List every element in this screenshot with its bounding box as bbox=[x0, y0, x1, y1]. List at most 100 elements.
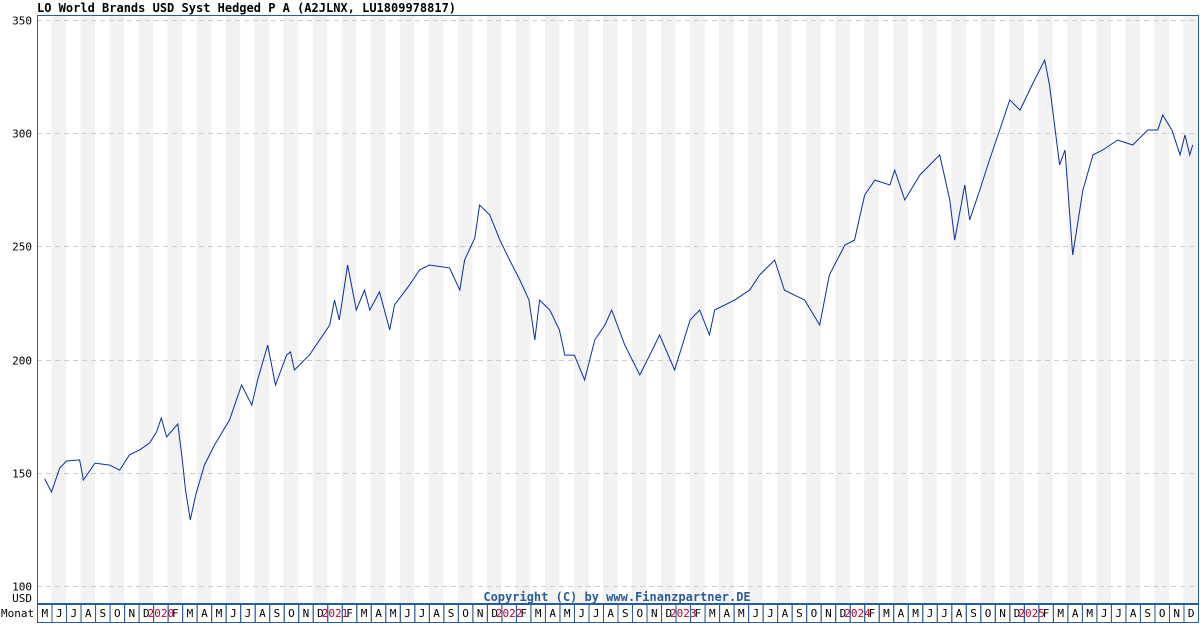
month-stripe bbox=[428, 15, 444, 603]
month-stripe bbox=[544, 15, 560, 603]
month-label: J bbox=[230, 607, 237, 620]
month-label: J bbox=[941, 607, 948, 620]
month-label: 2021 bbox=[322, 607, 349, 620]
month-stripe bbox=[602, 15, 618, 603]
month-label: M bbox=[709, 607, 716, 620]
month-label: F bbox=[1043, 607, 1050, 620]
month-label: 2025 bbox=[1018, 607, 1045, 620]
month-label: A bbox=[956, 607, 963, 620]
month-label: A bbox=[782, 607, 789, 620]
month-label: A bbox=[1130, 607, 1137, 620]
month-label: 2020 bbox=[148, 607, 175, 620]
month-stripe bbox=[109, 15, 125, 603]
month-label: M bbox=[535, 607, 542, 620]
month-stripe bbox=[1096, 15, 1111, 603]
month-stripe bbox=[254, 15, 270, 603]
month-label: A bbox=[724, 607, 731, 620]
month-label: A bbox=[607, 607, 614, 620]
month-stripes bbox=[51, 15, 1198, 603]
month-label: D bbox=[665, 607, 672, 620]
month-stripe bbox=[138, 15, 154, 603]
month-stripe bbox=[632, 15, 647, 603]
month-label: S bbox=[1144, 607, 1151, 620]
month-stripe bbox=[167, 15, 183, 603]
month-label: J bbox=[419, 607, 426, 620]
y-tick-label: 350 bbox=[12, 15, 32, 28]
month-label: J bbox=[927, 607, 934, 620]
month-label: N bbox=[651, 607, 658, 620]
month-label: O bbox=[288, 607, 295, 620]
month-label: O bbox=[114, 607, 121, 620]
y-tick-label: 300 bbox=[12, 128, 32, 141]
month-label: D bbox=[1188, 607, 1195, 620]
month-label: F bbox=[869, 607, 876, 620]
month-label: D bbox=[1014, 607, 1021, 620]
month-stripe bbox=[312, 15, 328, 603]
month-stripe bbox=[515, 15, 531, 603]
month-label: N bbox=[999, 607, 1006, 620]
month-label: A bbox=[85, 607, 92, 620]
y-tick-label: 100 bbox=[12, 581, 32, 594]
month-stripe bbox=[1183, 15, 1198, 603]
month-label: M bbox=[1086, 607, 1093, 620]
month-label: O bbox=[811, 607, 818, 620]
month-label: M bbox=[738, 607, 745, 620]
month-stripe bbox=[341, 15, 357, 603]
month-label: J bbox=[1115, 607, 1122, 620]
month-label: J bbox=[404, 607, 411, 620]
month-stripe bbox=[196, 15, 212, 603]
month-label: M bbox=[883, 607, 890, 620]
month-cell bbox=[1183, 604, 1200, 623]
month-label: A bbox=[1072, 607, 1079, 620]
month-stripe bbox=[748, 15, 763, 603]
month-label: A bbox=[898, 607, 905, 620]
month-stripe bbox=[1125, 15, 1140, 603]
month-label: N bbox=[1173, 607, 1180, 620]
month-stripe bbox=[806, 15, 821, 603]
month-stripe bbox=[690, 15, 705, 603]
month-label: M bbox=[564, 607, 571, 620]
grid-lines bbox=[37, 20, 1198, 587]
month-stripe bbox=[1154, 15, 1169, 603]
month-stripe bbox=[719, 15, 734, 603]
month-label: S bbox=[448, 607, 455, 620]
month-label: F bbox=[172, 607, 179, 620]
month-stripe bbox=[951, 15, 966, 603]
y-axis-unit: USD bbox=[12, 592, 32, 605]
month-label: S bbox=[970, 607, 977, 620]
month-stripe bbox=[225, 15, 241, 603]
month-label: J bbox=[56, 607, 63, 620]
month-stripe bbox=[864, 15, 879, 603]
month-stripe bbox=[1038, 15, 1053, 603]
month-stripe bbox=[573, 15, 589, 603]
month-label: M bbox=[912, 607, 919, 620]
month-label: J bbox=[578, 607, 585, 620]
month-label: A bbox=[375, 607, 382, 620]
month-label: D bbox=[143, 607, 150, 620]
month-stripe bbox=[922, 15, 937, 603]
month-label: O bbox=[636, 607, 643, 620]
month-label: D bbox=[840, 607, 847, 620]
month-label: S bbox=[99, 607, 106, 620]
month-label: M bbox=[361, 607, 368, 620]
month-label: M bbox=[390, 607, 397, 620]
month-label: O bbox=[462, 607, 469, 620]
month-stripe bbox=[80, 15, 96, 603]
month-stripe bbox=[399, 15, 415, 603]
month-label: 2023 bbox=[670, 607, 697, 620]
month-label: S bbox=[274, 607, 281, 620]
x-axis-label: Monat bbox=[1, 607, 34, 620]
month-stripe bbox=[51, 15, 67, 603]
month-label: M bbox=[216, 607, 223, 620]
month-stripe bbox=[893, 15, 908, 603]
month-label: M bbox=[1057, 607, 1064, 620]
month-label: S bbox=[622, 607, 629, 620]
month-label: A bbox=[549, 607, 556, 620]
month-label: J bbox=[1101, 607, 1108, 620]
month-label: F bbox=[346, 607, 353, 620]
month-label: J bbox=[753, 607, 760, 620]
y-axis-ticks: 100 150 200 250 300 350 bbox=[12, 15, 32, 594]
month-label: J bbox=[245, 607, 252, 620]
